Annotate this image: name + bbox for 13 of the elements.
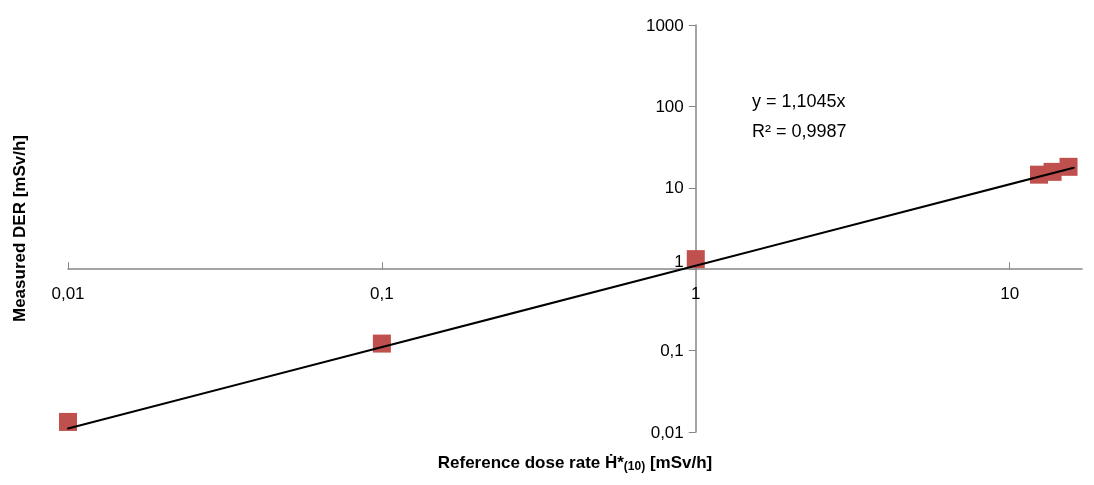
y-tick-label: 1000: [645, 15, 684, 35]
annotation: y = 1,1045x: [752, 91, 846, 111]
y-tick-label: 100: [655, 96, 684, 116]
x-tick-label: 1: [691, 284, 701, 304]
x-tick-label: 10: [1000, 284, 1020, 304]
x-tick-label: 0,01: [51, 284, 85, 304]
y-tick-label: 1: [674, 251, 684, 271]
y-tick-label: 0,01: [650, 422, 684, 442]
y-axis-title: Measured DER [mSv/h]: [10, 134, 29, 323]
annotation: R² = 0,9987: [752, 121, 847, 141]
y-tick-label: 10: [664, 178, 684, 198]
x-tick-label: 0,1: [370, 284, 394, 304]
y-tick-label: 0,1: [660, 341, 684, 361]
